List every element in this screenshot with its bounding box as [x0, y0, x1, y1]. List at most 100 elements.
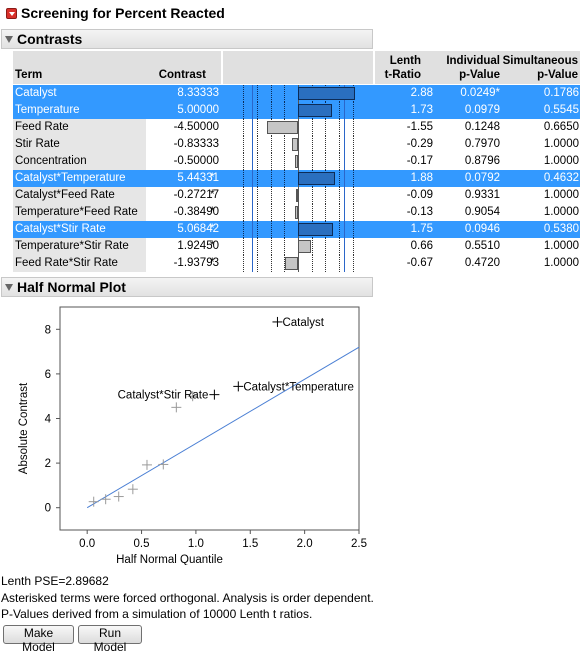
reference-line — [338, 170, 340, 187]
term-cell: Temperature*Feed Rate — [15, 206, 138, 218]
table-row[interactable]: Temperature*Stir Rate 1.92450 * 0.66 0.5510 1… — [13, 238, 580, 255]
contrast-bar — [295, 206, 298, 219]
t-ratio-cell: 0.66 — [410, 240, 433, 252]
term-cell-bg — [13, 136, 146, 153]
reference-line — [325, 238, 327, 255]
y-tick-label: 4 — [45, 414, 52, 426]
data-point — [88, 496, 99, 507]
reference-line — [270, 238, 272, 255]
term-cell-bg — [13, 119, 146, 136]
contrast-cell: -0.50000 — [173, 155, 219, 167]
data-point — [127, 484, 138, 495]
reference-line — [243, 187, 245, 204]
table-row[interactable]: Catalyst*Stir Rate 5.06842 * 1.75 0.0946 0.53… — [13, 221, 580, 238]
term-cell: Stir Rate — [15, 138, 60, 150]
contrast-bar — [267, 121, 298, 134]
contrast-bar-cell — [223, 255, 373, 272]
reference-line — [243, 136, 245, 153]
report-header[interactable]: Screening for Percent Reacted — [6, 5, 225, 21]
margin-of-error-line — [251, 170, 253, 187]
half-normal-title: Half Normal Plot — [17, 279, 126, 295]
reference-line — [270, 187, 272, 204]
reference-line — [257, 119, 259, 136]
simultaneous-p-cell: 0.1786 — [543, 87, 579, 99]
t-ratio-cell: -0.13 — [406, 206, 433, 218]
table-header-right: Lenth t-Ratio Individual p-Value Simulta… — [375, 51, 580, 84]
table-row[interactable]: Catalyst*Temperature 5.44331 * 1.88 0.0792 0.… — [13, 170, 580, 187]
table-row[interactable]: Temperature*Feed Rate -0.38490 * -0.13 0.905… — [13, 204, 580, 221]
individual-p-cell: 0.0249* — [460, 87, 500, 99]
reference-line — [243, 238, 245, 255]
term-cell: Temperature — [15, 104, 80, 116]
orthogonal-note: Asterisked terms were forced orthogonal.… — [1, 591, 374, 605]
reference-line — [270, 102, 272, 119]
contrasts-section-header[interactable]: Contrasts — [1, 29, 373, 49]
data-point — [187, 391, 198, 402]
reference-line — [352, 187, 354, 204]
table-row[interactable]: Temperature 5.00000 1.73 0.0979 0.5545 — [13, 102, 580, 119]
reference-line — [243, 153, 245, 170]
contrast-bar-cell — [223, 85, 373, 102]
point-label: Catalyst — [282, 317, 324, 329]
contrast-cell: -0.27217 — [173, 189, 219, 201]
data-point — [272, 316, 283, 327]
contrast-cell: 5.06842 — [177, 223, 219, 235]
x-tick-label: 2.5 — [351, 538, 367, 550]
individual-p-cell: 0.0979 — [464, 104, 500, 116]
reference-line — [338, 102, 340, 119]
simultaneous-p-cell: 0.4632 — [543, 172, 579, 184]
contrast-cell: 1.92450 — [177, 240, 219, 252]
data-point — [141, 459, 152, 470]
disclosure-triangle-icon[interactable] — [5, 283, 13, 291]
header-individual: Individual p-Value — [446, 54, 500, 82]
red-triangle-menu-icon[interactable] — [6, 7, 17, 19]
table-row[interactable]: Catalyst 8.33333 2.88 0.0249* 0.1786 — [13, 85, 580, 102]
simultaneous-p-cell: 1.0000 — [543, 189, 579, 201]
contrasts-title: Contrasts — [17, 31, 83, 47]
table-row[interactable]: Stir Rate -0.83333 -0.29 0.7970 1.0000 — [13, 136, 580, 153]
contrast-bar — [298, 223, 333, 236]
reference-line — [325, 255, 327, 272]
point-label: Catalyst*Temperature — [243, 381, 354, 393]
margin-of-error-line — [251, 136, 253, 153]
margin-of-error-line — [344, 204, 346, 221]
margin-of-error-line — [344, 102, 346, 119]
orthogonal-star: * — [210, 257, 215, 269]
data-point — [209, 389, 220, 400]
margin-of-error-line — [344, 153, 346, 170]
make-model-button[interactable]: Make Model — [3, 625, 74, 654]
table-row[interactable]: Concentration -0.50000 -0.17 0.8796 1.0000 — [13, 153, 580, 170]
reference-line — [270, 221, 272, 238]
y-tick-label: 6 — [45, 369, 51, 381]
run-model-button[interactable]: Run Model — [78, 625, 142, 654]
individual-p-cell: 0.9054 — [464, 206, 500, 218]
table-row[interactable]: Feed Rate*Stir Rate -1.93793 * -0.67 0.4720 1… — [13, 255, 580, 272]
reference-line — [243, 85, 245, 102]
disclosure-triangle-icon[interactable] — [5, 35, 13, 43]
half-normal-section-header[interactable]: Half Normal Plot — [1, 277, 373, 297]
reference-line — [325, 119, 327, 136]
simultaneous-p-cell: 0.6650 — [543, 121, 579, 133]
orthogonal-star: * — [210, 240, 215, 252]
reference-line — [311, 187, 313, 204]
contrast-bar — [296, 189, 299, 202]
reference-line — [243, 221, 245, 238]
simultaneous-p-cell: 1.0000 — [543, 138, 579, 150]
y-tick-label: 8 — [45, 324, 51, 336]
reference-line — [257, 238, 259, 255]
contrast-bar-cell — [223, 238, 373, 255]
reference-line — [338, 255, 340, 272]
reference-line — [284, 153, 286, 170]
table-row[interactable]: Feed Rate -4.50000 -1.55 0.1248 0.6650 — [13, 119, 580, 136]
reference-line — [352, 136, 354, 153]
zero-line — [298, 204, 299, 221]
reference-line — [311, 136, 313, 153]
term-cell-bg — [13, 187, 146, 204]
simultaneous-p-cell: 1.0000 — [543, 257, 579, 269]
orthogonal-star: * — [210, 172, 215, 184]
reference-line — [352, 119, 354, 136]
contrast-bar — [298, 172, 336, 185]
data-point — [100, 494, 111, 505]
y-tick-label: 2 — [45, 458, 51, 470]
table-row[interactable]: Catalyst*Feed Rate -0.27217 * -0.09 0.9331 1.… — [13, 187, 580, 204]
